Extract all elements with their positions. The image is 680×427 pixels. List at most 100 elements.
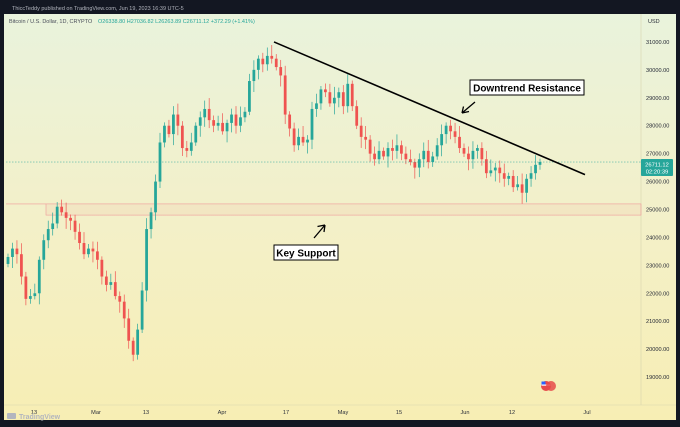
candle (274, 54, 278, 71)
candle-body (265, 55, 269, 65)
candle (6, 253, 10, 268)
candle (538, 158, 542, 170)
candle (248, 73, 251, 116)
candle (440, 124, 444, 157)
candle-body (270, 55, 274, 59)
x-tick-label: Mar (91, 410, 101, 416)
candle (507, 172, 511, 186)
candle (467, 146, 470, 171)
candle (480, 142, 484, 166)
candle-body (471, 150, 475, 160)
candle (471, 141, 475, 169)
candle-body (328, 92, 332, 104)
candle-body (64, 212, 68, 218)
candle (73, 214, 77, 240)
candle (239, 106, 242, 133)
candle (37, 256, 41, 305)
candle (189, 132, 193, 156)
candle-body (493, 167, 497, 171)
y-tick-label: 31000.00 (646, 40, 669, 46)
candle (265, 47, 269, 71)
candle-body (368, 139, 372, 154)
candle-body (279, 67, 283, 76)
candle-body (42, 240, 46, 260)
us-flag-stripes (541, 384, 551, 386)
candle (386, 142, 390, 168)
y-tick-label: 25000.00 (646, 208, 669, 214)
candle-body (301, 136, 305, 143)
candle-body (51, 223, 55, 230)
candle-body (319, 89, 323, 104)
candle-body (15, 248, 19, 255)
candle (315, 93, 318, 117)
candle-body (60, 206, 64, 213)
candle (525, 174, 528, 203)
candle (301, 125, 305, 146)
price-tag-box (641, 159, 673, 176)
candle (346, 74, 350, 113)
candle (408, 149, 412, 166)
candle-body (315, 103, 318, 109)
candle (493, 162, 497, 182)
candle-body (203, 108, 207, 118)
x-tick-label: May (338, 410, 349, 416)
candle-body (154, 181, 157, 213)
candle (404, 146, 408, 165)
candle (46, 220, 50, 249)
candle-body (194, 125, 198, 143)
candle (292, 122, 296, 152)
candle (122, 294, 126, 328)
candle-body (96, 251, 99, 260)
y-tick-label: 28000.00 (646, 124, 669, 130)
candle-body (346, 83, 350, 107)
candle-body (127, 318, 131, 341)
candle-body (422, 150, 426, 160)
candle (136, 323, 140, 360)
candle (368, 135, 372, 162)
candle-body (476, 148, 479, 151)
candle (203, 100, 207, 127)
ohlc-values: O26338.80 H27036.82 L26263.89 C26711.12 … (98, 19, 255, 25)
candle-body (216, 122, 220, 126)
candle (131, 337, 135, 362)
candle (109, 273, 113, 290)
candle-body (172, 114, 175, 135)
candle (310, 101, 314, 150)
candle (511, 170, 515, 193)
candle-body (145, 229, 148, 291)
candle (391, 139, 394, 161)
candle (185, 140, 189, 158)
candle-body (337, 92, 341, 98)
candle (207, 98, 211, 129)
candle-body (377, 150, 381, 160)
candle (534, 155, 537, 180)
candle (167, 119, 171, 138)
candle (332, 86, 336, 115)
candle (15, 240, 19, 264)
downtrend-resistance-line (273, 41, 586, 176)
us-flag-icon-2 (546, 381, 556, 391)
candle-body (444, 125, 448, 135)
candle-body (20, 254, 23, 277)
candle-body (382, 150, 385, 157)
candle (520, 173, 524, 204)
x-tick-label: 17 (283, 410, 289, 416)
candle (422, 142, 426, 168)
candle-body (306, 139, 309, 143)
candle (382, 147, 385, 160)
x-tick-label: 15 (396, 410, 402, 416)
y-tick-label: 24000.00 (646, 235, 669, 241)
candle (198, 111, 202, 137)
candles (6, 45, 542, 362)
candle (288, 111, 292, 137)
candle-body (221, 122, 224, 132)
candle (306, 135, 309, 154)
candle-body (489, 170, 493, 174)
candle (51, 212, 55, 236)
candle-body (516, 184, 520, 188)
candle-body (176, 114, 180, 126)
candle (319, 86, 323, 110)
candle (324, 83, 327, 98)
tradingview-logo-icon (7, 413, 16, 419)
resistance-label: Downtrend Resistance (473, 84, 581, 95)
